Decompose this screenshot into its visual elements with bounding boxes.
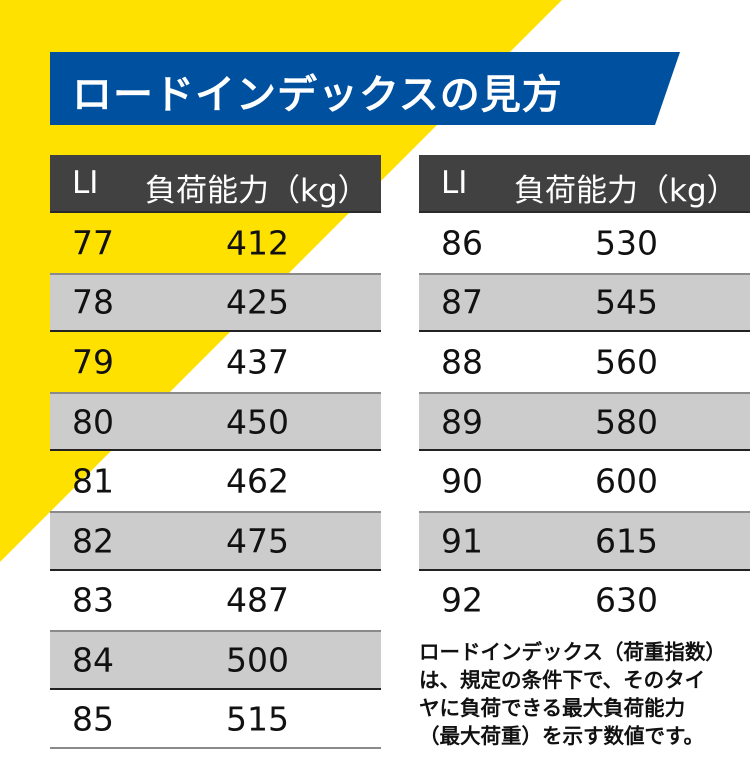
note-line: ロードインデックス（荷重指数） [419,640,726,664]
note-line: （最大荷重）を示す数値です。 [419,724,704,748]
note-line: ヤに負荷できる最大負荷能力 [419,696,686,720]
load-index-table-left: LI 負荷能力（kg） 77 412 78 425 79 437 80 450 81 462 82 4… [50,155,381,750]
title-banner: ロードインデックスの見方 [50,52,680,125]
load-value: 475 [226,521,289,561]
header-li: LI [441,165,468,201]
table-row: 84 500 [50,630,381,690]
table-row: 77 412 [50,213,381,273]
load-value: 530 [595,223,658,263]
li-value: 88 [441,342,483,382]
li-value: 89 [441,402,483,442]
li-value: 79 [72,342,114,382]
load-value: 437 [226,342,289,382]
table-row: 88 560 [419,332,750,392]
table-row: 92 630 [419,571,750,631]
table-header: LI 負荷能力（kg） [419,155,750,213]
load-value: 560 [595,342,658,382]
load-value: 515 [226,699,289,739]
li-value: 83 [72,580,114,620]
li-value: 82 [72,521,114,561]
table-row: 78 425 [50,272,381,333]
li-value: 86 [441,223,483,263]
table-header: LI 負荷能力（kg） [50,155,381,213]
table-row: 91 615 [419,510,750,571]
table-row: 80 450 [50,391,381,452]
li-value: 87 [441,282,483,322]
li-value: 92 [441,580,483,620]
li-value: 91 [441,521,483,561]
load-value: 487 [226,580,289,620]
load-value: 425 [226,282,289,322]
load-value: 412 [226,223,289,263]
table-row: 83 487 [50,571,381,631]
load-value: 545 [595,282,658,322]
load-value: 500 [226,640,289,680]
header-load: 負荷能力（kg） [514,173,738,209]
load-index-table-right: LI 負荷能力（kg） 86 530 87 545 88 560 89 580 90 600 91 6… [419,155,750,630]
load-value: 462 [226,461,289,501]
load-value: 580 [595,402,658,442]
li-value: 81 [72,461,114,501]
note-line: は、規定の条件下で、そのタイ [419,668,706,692]
header-load: 負荷能力（kg） [145,173,369,209]
table-row: 82 475 [50,510,381,571]
li-value: 90 [441,461,483,501]
page-title: ロードインデックスの見方 [72,72,563,118]
table-row: 87 545 [419,272,750,333]
header-li: LI [72,165,99,201]
table-row: 81 462 [50,451,381,511]
load-value: 450 [226,402,289,442]
table-row: 86 530 [419,213,750,273]
table-row: 79 437 [50,332,381,392]
explanation-note: ロードインデックス（荷重指数） は、規定の条件下で、そのタイ ヤに負荷できる最大… [419,638,754,750]
li-value: 85 [72,699,114,739]
load-value: 615 [595,521,658,561]
li-value: 78 [72,282,114,322]
li-value: 84 [72,640,114,680]
table-row: 89 580 [419,391,750,452]
load-value: 600 [595,461,658,501]
table-row: 85 515 [50,690,381,750]
load-value: 630 [595,580,658,620]
li-value: 80 [72,402,114,442]
li-value: 77 [72,223,114,263]
table-row: 90 600 [419,451,750,511]
